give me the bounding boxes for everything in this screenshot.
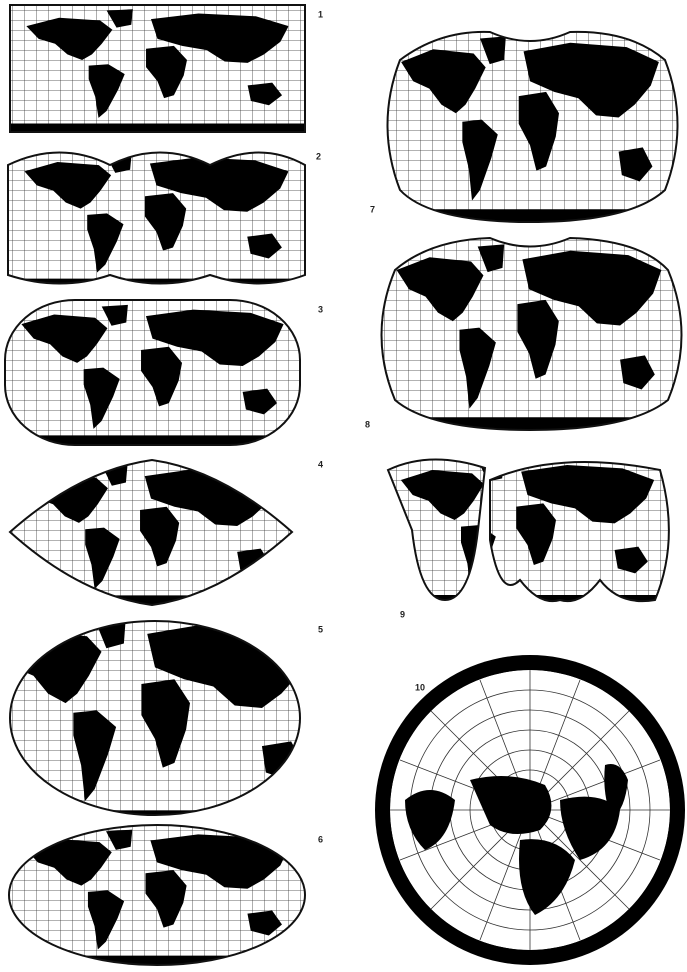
- map-number: 1: [318, 9, 323, 19]
- map-8: 8: [365, 236, 683, 432]
- map-2: 2: [7, 151, 321, 285]
- outline: [9, 620, 301, 816]
- map-9: 9: [386, 458, 670, 619]
- map-1: 1: [9, 4, 323, 133]
- map-number: 5: [318, 624, 323, 634]
- outline: [386, 458, 670, 603]
- outline: [9, 4, 306, 133]
- map-3: 3: [4, 299, 323, 446]
- map-number: 4: [318, 459, 323, 469]
- outline: [386, 30, 679, 224]
- map-number: 9: [400, 609, 405, 619]
- outline: [380, 236, 683, 432]
- map-4: 4: [8, 458, 323, 607]
- map-number: 7: [370, 204, 375, 214]
- map-number: 2: [316, 151, 321, 161]
- outline: [7, 151, 306, 285]
- outline: [8, 824, 306, 966]
- outline: [8, 458, 294, 607]
- map-6: 6: [8, 824, 323, 966]
- map-5: 5: [9, 620, 323, 816]
- map-number: 8: [365, 419, 370, 429]
- land: [405, 764, 628, 915]
- map-10: 10: [375, 655, 685, 965]
- map-7: 7: [370, 30, 679, 224]
- map-number: 3: [318, 304, 323, 314]
- outline: [4, 299, 301, 446]
- map-number: 10: [415, 682, 425, 692]
- map-number: 6: [318, 834, 323, 844]
